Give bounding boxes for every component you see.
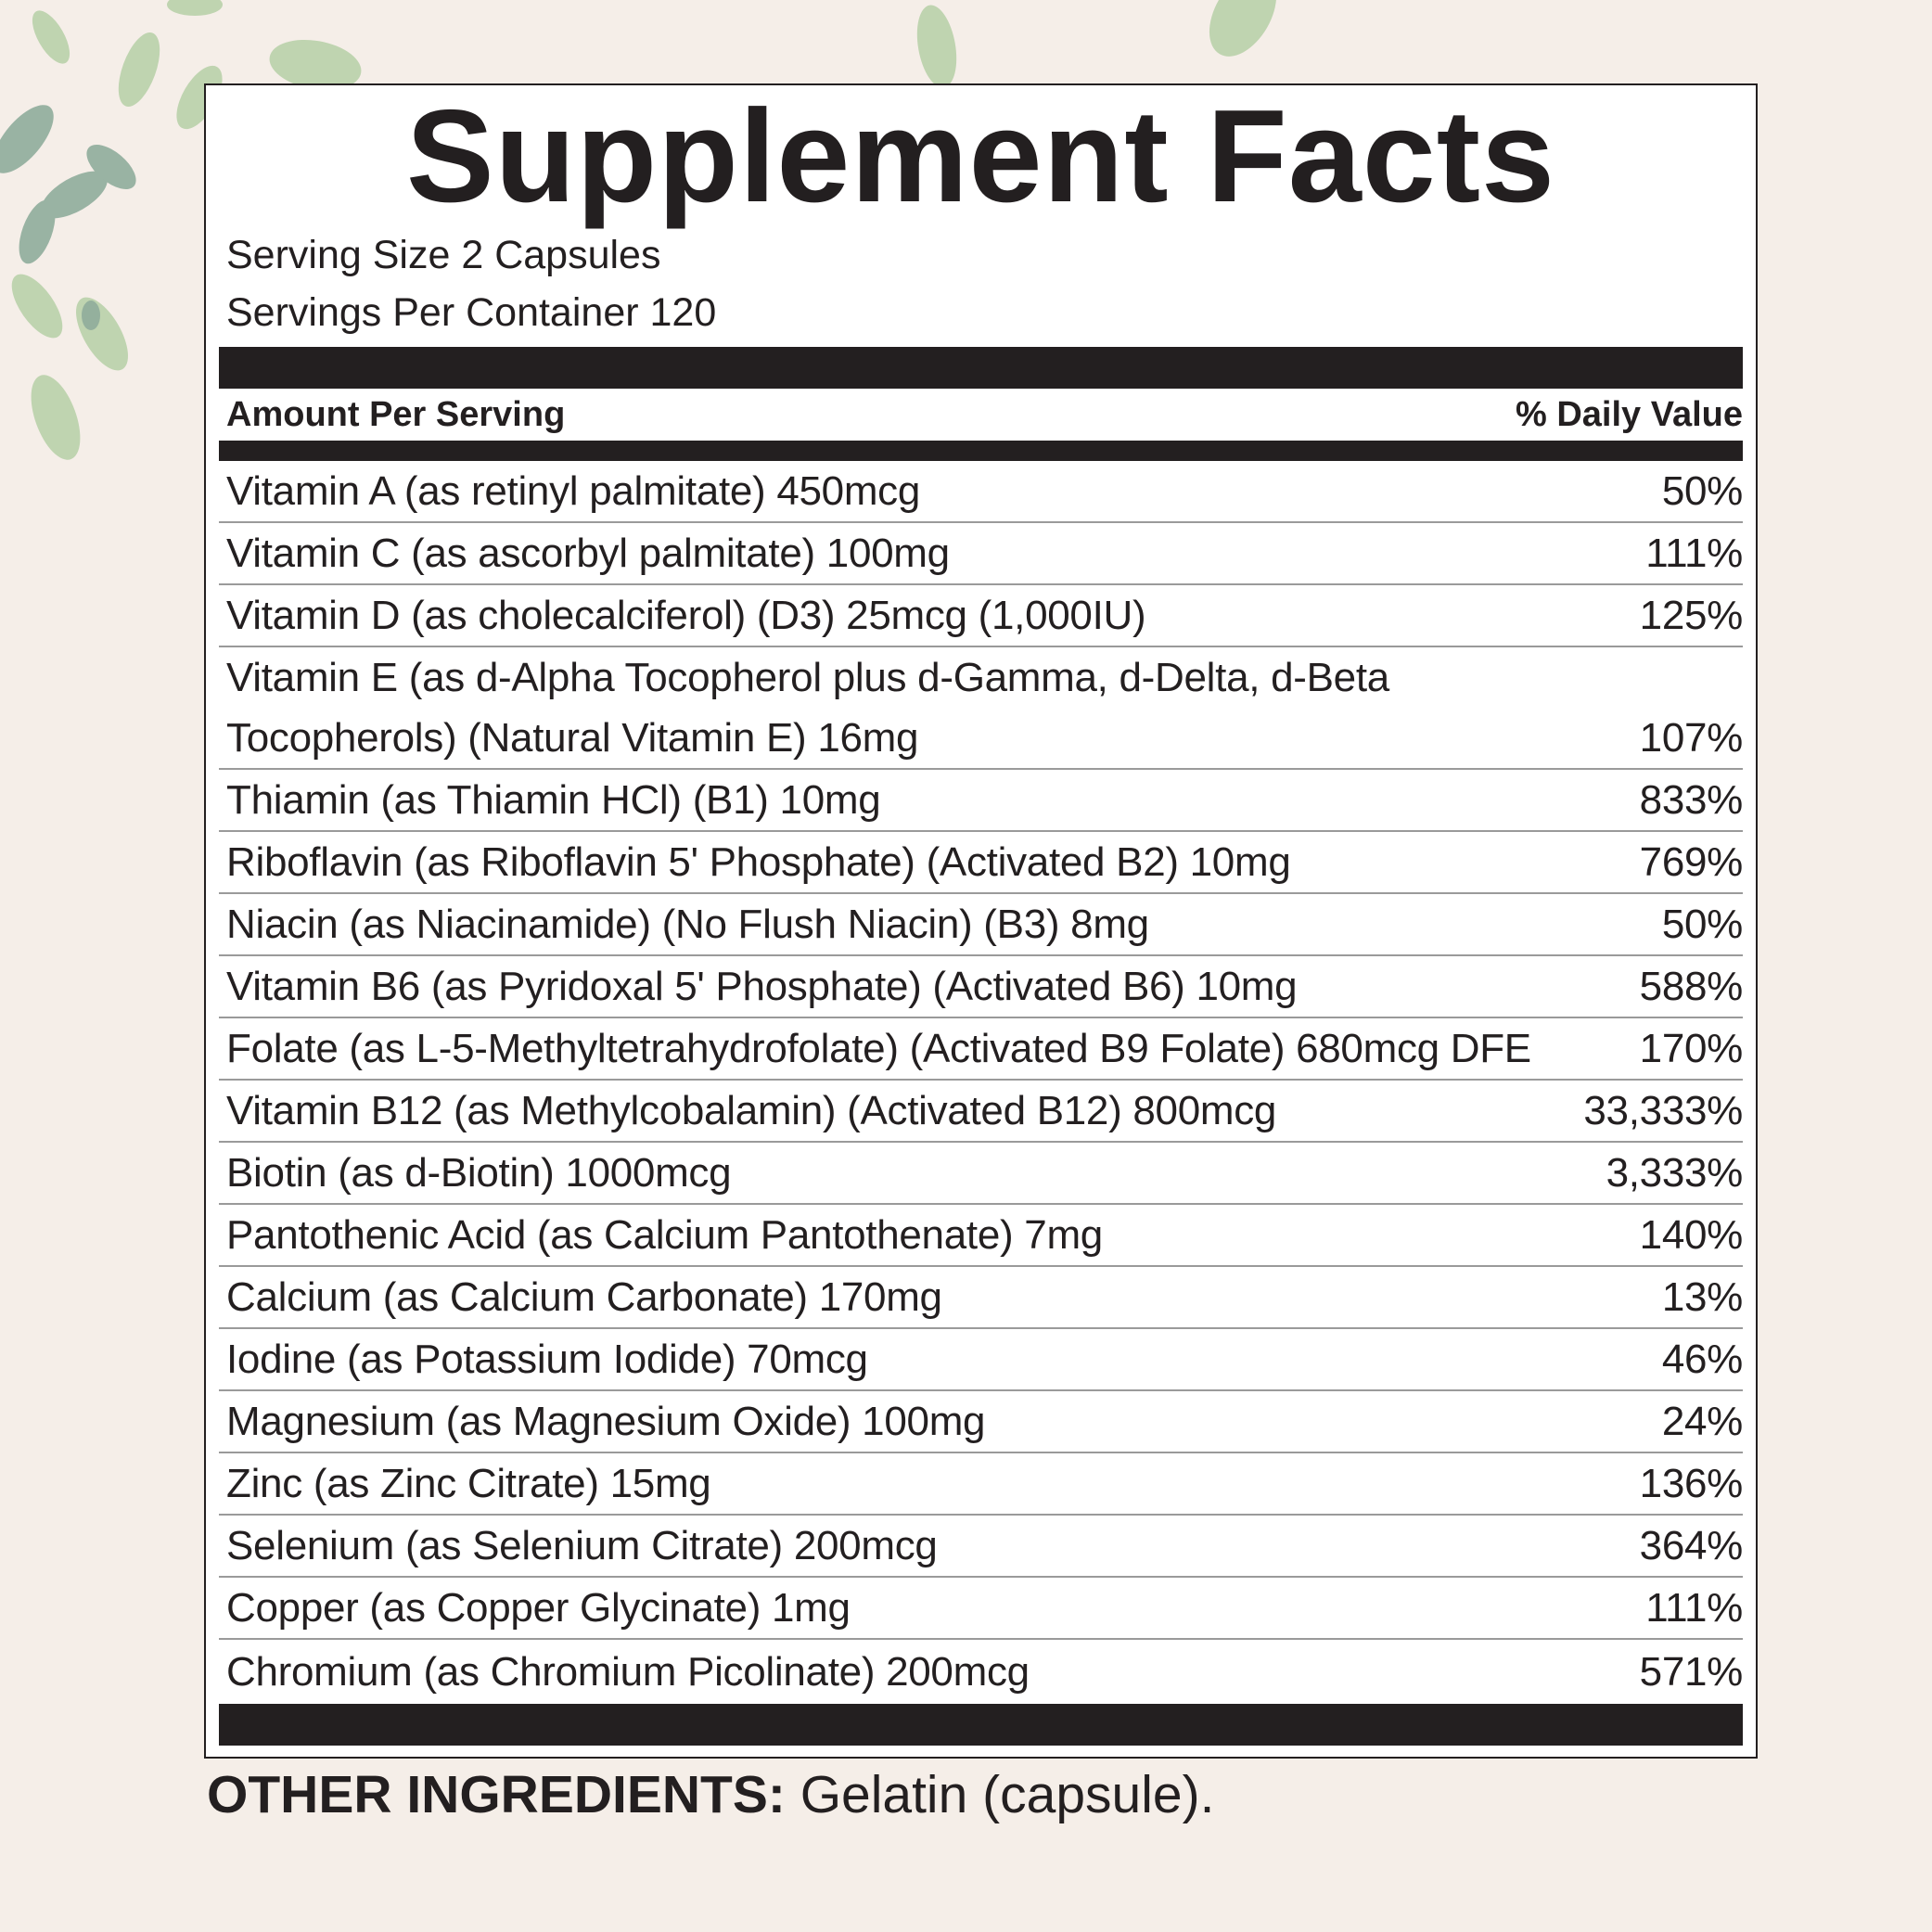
nutrient-row: Vitamin E (as d-Alpha Tocopherol plus d-… <box>219 647 1743 770</box>
nutrient-name: Magnesium (as Magnesium Oxide) 100mg <box>226 1399 986 1444</box>
nutrient-daily-value: 33,333% <box>1583 1088 1743 1133</box>
nutrient-daily-value: 13% <box>1661 1274 1743 1320</box>
other-ingredients-value: Gelatin (capsule). <box>785 1765 1215 1824</box>
thick-divider-bottom <box>219 1704 1743 1746</box>
nutrient-row: Zinc (as Zinc Citrate) 15mg 136% <box>219 1453 1743 1516</box>
nutrient-daily-value: 769% <box>1639 839 1744 885</box>
nutrient-list: Vitamin A (as retinyl palmitate) 450mcg 5… <box>219 461 1743 1702</box>
nutrient-name: Riboflavin (as Riboflavin 5' Phosphate) … <box>226 839 1291 885</box>
nutrient-daily-value: 170% <box>1639 1026 1744 1071</box>
nutrient-row: Vitamin B6 (as Pyridoxal 5' Phosphate) (… <box>219 956 1743 1018</box>
nutrient-name: Vitamin D (as cholecalciferol) (D3) 25mc… <box>226 593 1146 638</box>
nutrient-daily-value: 3,333% <box>1606 1150 1744 1196</box>
nutrient-name: Zinc (as Zinc Citrate) 15mg <box>226 1461 711 1506</box>
daily-value-label: % Daily Value <box>1515 395 1743 434</box>
thick-divider-middle <box>219 441 1743 461</box>
nutrient-daily-value: 50% <box>1661 468 1743 514</box>
nutrient-daily-value: 364% <box>1639 1523 1744 1568</box>
nutrient-daily-value: 588% <box>1639 964 1744 1009</box>
nutrient-row: Folate (as L-5-Methyltetrahydrofolate) (… <box>219 1018 1743 1081</box>
nutrient-daily-value: 125% <box>1639 593 1744 638</box>
nutrient-row: Vitamin B12 (as Methylcobalamin) (Activa… <box>219 1081 1743 1143</box>
nutrient-row: Vitamin C (as ascorbyl palmitate) 100mg 1… <box>219 523 1743 585</box>
label-wrapper: Supplement Facts Serving Size 2 Capsules… <box>204 83 1758 1827</box>
serving-size: Serving Size 2 Capsules <box>226 233 661 277</box>
nutrient-name: Folate (as L-5-Methyltetrahydrofolate) (… <box>226 1026 1531 1071</box>
nutrient-daily-value: 24% <box>1661 1399 1743 1444</box>
nutrient-row: Selenium (as Selenium Citrate) 200mcg 364… <box>219 1516 1743 1578</box>
nutrient-daily-value: 571% <box>1639 1649 1744 1695</box>
nutrient-daily-value: 46% <box>1661 1337 1743 1382</box>
nutrient-row: Magnesium (as Magnesium Oxide) 100mg 24% <box>219 1391 1743 1453</box>
nutrient-row: Iodine (as Potassium Iodide) 70mcg 46% <box>219 1329 1743 1391</box>
nutrient-row: Thiamin (as Thiamin HCl) (B1) 10mg 833% <box>219 770 1743 832</box>
nutrient-name: Vitamin B12 (as Methylcobalamin) (Activa… <box>226 1088 1277 1133</box>
nutrient-row: Pantothenic Acid (as Calcium Pantothenat… <box>219 1205 1743 1267</box>
nutrient-daily-value: 111% <box>1645 531 1743 576</box>
panel-title: Supplement Facts <box>405 83 1556 230</box>
nutrient-name: Pantothenic Acid (as Calcium Pantothenat… <box>226 1212 1103 1258</box>
nutrient-row: Riboflavin (as Riboflavin 5' Phosphate) … <box>219 832 1743 894</box>
amount-per-serving-label: Amount Per Serving <box>226 395 566 434</box>
nutrient-row: Chromium (as Chromium Picolinate) 200mcg… <box>219 1640 1743 1702</box>
nutrient-daily-value: 50% <box>1661 902 1743 947</box>
nutrient-name: Vitamin C (as ascorbyl palmitate) 100mg <box>226 531 950 576</box>
nutrient-row: Niacin (as Niacinamide) (No Flush Niacin… <box>219 894 1743 956</box>
supplement-facts-panel: Supplement Facts Serving Size 2 Capsules… <box>204 83 1758 1759</box>
other-ingredients-label: OTHER INGREDIENTS: <box>207 1765 786 1824</box>
servings-per-container: Servings Per Container 120 <box>226 290 717 335</box>
nutrient-row: Biotin (as d-Biotin) 1000mcg 3,333% <box>219 1143 1743 1205</box>
nutrient-name: Biotin (as d-Biotin) 1000mcg <box>226 1150 732 1196</box>
nutrient-name: Chromium (as Chromium Picolinate) 200mcg <box>226 1649 1030 1695</box>
table-header: Amount Per Serving % Daily Value <box>219 389 1743 441</box>
nutrient-name: Niacin (as Niacinamide) (No Flush Niacin… <box>226 902 1149 947</box>
nutrient-name: Selenium (as Selenium Citrate) 200mcg <box>226 1523 938 1568</box>
nutrient-name: Copper (as Copper Glycinate) 1mg <box>226 1585 851 1631</box>
nutrient-name: Vitamin E (as d-Alpha Tocopherol plus d-… <box>226 655 1389 761</box>
nutrient-row: Vitamin A (as retinyl palmitate) 450mcg 5… <box>219 461 1743 523</box>
nutrient-name: Thiamin (as Thiamin HCl) (B1) 10mg <box>226 777 881 823</box>
nutrient-daily-value: 140% <box>1639 1212 1744 1258</box>
nutrient-row: Calcium (as Calcium Carbonate) 170mg 13% <box>219 1267 1743 1329</box>
nutrient-name: Calcium (as Calcium Carbonate) 170mg <box>226 1274 942 1320</box>
nutrient-daily-value: 833% <box>1639 777 1744 823</box>
nutrient-name: Vitamin A (as retinyl palmitate) 450mcg <box>226 468 921 514</box>
nutrient-daily-value: 136% <box>1639 1461 1744 1506</box>
other-ingredients: OTHER INGREDIENTS: Gelatin (capsule). <box>204 1762 1758 1827</box>
nutrient-name: Iodine (as Potassium Iodide) 70mcg <box>226 1337 868 1382</box>
nutrient-daily-value: 111% <box>1645 1585 1743 1631</box>
nutrient-row: Vitamin D (as cholecalciferol) (D3) 25mc… <box>219 585 1743 647</box>
nutrient-row: Copper (as Copper Glycinate) 1mg 111% <box>219 1578 1743 1640</box>
nutrient-name: Vitamin B6 (as Pyridoxal 5' Phosphate) (… <box>226 964 1298 1009</box>
thick-divider-top <box>219 347 1743 389</box>
nutrient-daily-value: 107% <box>1639 715 1744 761</box>
